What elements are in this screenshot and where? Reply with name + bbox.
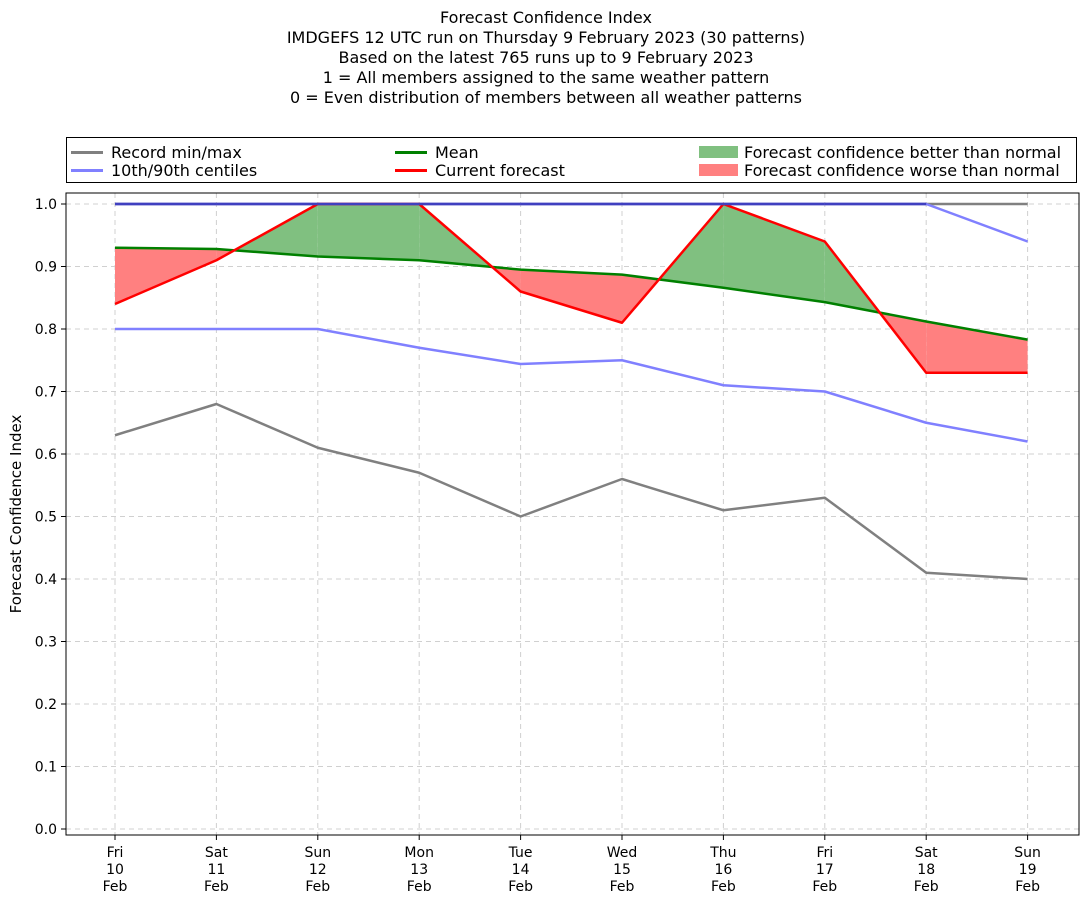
fill-worse-than-normal	[926, 321, 1028, 373]
record-min-line	[114, 402, 1028, 581]
x-tick-label: 10	[106, 862, 124, 878]
y-tick-label: 0.4	[35, 572, 57, 588]
legend-label-current: Current forecast	[435, 160, 565, 180]
fill-worse-than-normal	[115, 247, 217, 304]
legend-item-record: Record min/max	[71, 142, 242, 162]
legend-swatch-current	[395, 168, 427, 172]
fill-worse-than-normal	[520, 269, 622, 323]
legend-item-centiles: 10th/90th centiles	[71, 160, 258, 180]
centile-10th-line	[115, 327, 1028, 443]
x-tick-label: Mon	[404, 845, 434, 861]
y-tick-label: 0.8	[35, 322, 57, 338]
y-tick-label: 0.2	[35, 697, 57, 713]
x-tick-label: 17	[816, 862, 834, 878]
x-tick-label: Fri	[107, 845, 124, 861]
x-tick-label: 15	[613, 862, 631, 878]
y-tick-label: 0.1	[35, 760, 57, 776]
x-tick-label: Sun	[1014, 845, 1041, 861]
x-tick-label: Feb	[305, 879, 330, 895]
y-tick-label: 0.6	[35, 447, 57, 463]
x-tick-label: Tue	[508, 845, 533, 861]
chart-subtitle-scale-high: 1 = All members assigned to the same wea…	[322, 68, 770, 87]
x-tick-label: Sat	[915, 845, 938, 861]
x-tick-label: Thu	[709, 845, 736, 861]
y-tick-label: 1.0	[35, 197, 57, 213]
y-tick-label: 0.7	[35, 385, 57, 401]
x-tick-label: Sat	[205, 845, 228, 861]
fill-better-than-normal	[317, 204, 420, 261]
x-tick-label: Feb	[508, 879, 533, 895]
legend-swatch-worse	[699, 164, 738, 176]
y-tick-label: 0.5	[35, 510, 57, 526]
x-tick-label: Feb	[103, 879, 128, 895]
chart-legend: Record min/max 10th/90th centiles Mean C…	[66, 137, 1077, 183]
legend-label-better: Forecast confidence better than normal	[744, 142, 1062, 162]
x-tick-label: Feb	[711, 879, 736, 895]
x-tick-label: 19	[1019, 862, 1037, 878]
chart-title: Forecast Confidence Index	[440, 8, 652, 27]
legend-item-mean: Mean	[395, 142, 479, 162]
chart-subtitle-scale-low: 0 = Even distribution of members between…	[289, 88, 803, 107]
plot-frame	[65, 192, 1080, 836]
chart-subtitle-run: IMDGEFS 12 UTC run on Thursday 9 Februar…	[286, 28, 806, 47]
y-tick-label: 0.3	[35, 635, 57, 651]
x-tick-label: 18	[917, 862, 935, 878]
x-tick-label: 13	[410, 862, 428, 878]
x-tick-label: 11	[207, 862, 225, 878]
x-tick-label: 16	[714, 862, 732, 878]
x-tick-label: 14	[512, 862, 530, 878]
chart-subtitle-basis: Based on the latest 765 runs up to 9 Feb…	[338, 48, 754, 67]
y-axis-label: Forecast Confidence Index	[7, 415, 25, 614]
x-tick-label: Sun	[304, 845, 331, 861]
legend-item-better: Forecast confidence better than normal	[699, 142, 1062, 162]
x-tick-label: 12	[309, 862, 327, 878]
legend-label-record: Record min/max	[111, 142, 242, 162]
fill-better-than-normal	[723, 204, 825, 303]
centile-90th-line	[115, 202, 1029, 243]
legend-swatch-better	[699, 146, 738, 158]
legend-item-current: Current forecast	[395, 160, 565, 180]
x-tick-label: Feb	[914, 879, 939, 895]
chart-title-block: Forecast Confidence Index IMDGEFS 12 UTC…	[0, 8, 1092, 108]
legend-label-centiles: 10th/90th centiles	[111, 160, 258, 180]
y-tick-label: 0.0	[35, 822, 57, 838]
legend-swatch-mean	[395, 150, 427, 154]
x-tick-label: Wed	[607, 845, 638, 861]
legend-item-worse: Forecast confidence worse than normal	[699, 160, 1060, 180]
legend-label-worse: Forecast confidence worse than normal	[744, 160, 1060, 180]
fill-better-than-normal	[234, 204, 318, 257]
x-tick-label: Feb	[610, 879, 635, 895]
x-tick-label: Fri	[816, 845, 833, 861]
x-tick-label: Feb	[204, 879, 229, 895]
fill-better-than-normal	[659, 204, 724, 288]
legend-label-mean: Mean	[435, 142, 479, 162]
y-tick-label: 0.9	[35, 260, 57, 276]
legend-swatch-centiles	[71, 168, 103, 172]
x-tick-label: Feb	[812, 879, 837, 895]
mean-line	[114, 246, 1028, 341]
current-forecast-line	[114, 202, 1028, 374]
x-tick-label: Feb	[407, 879, 432, 895]
x-tick-label: Feb	[1015, 879, 1040, 895]
legend-swatch-record	[71, 150, 103, 154]
